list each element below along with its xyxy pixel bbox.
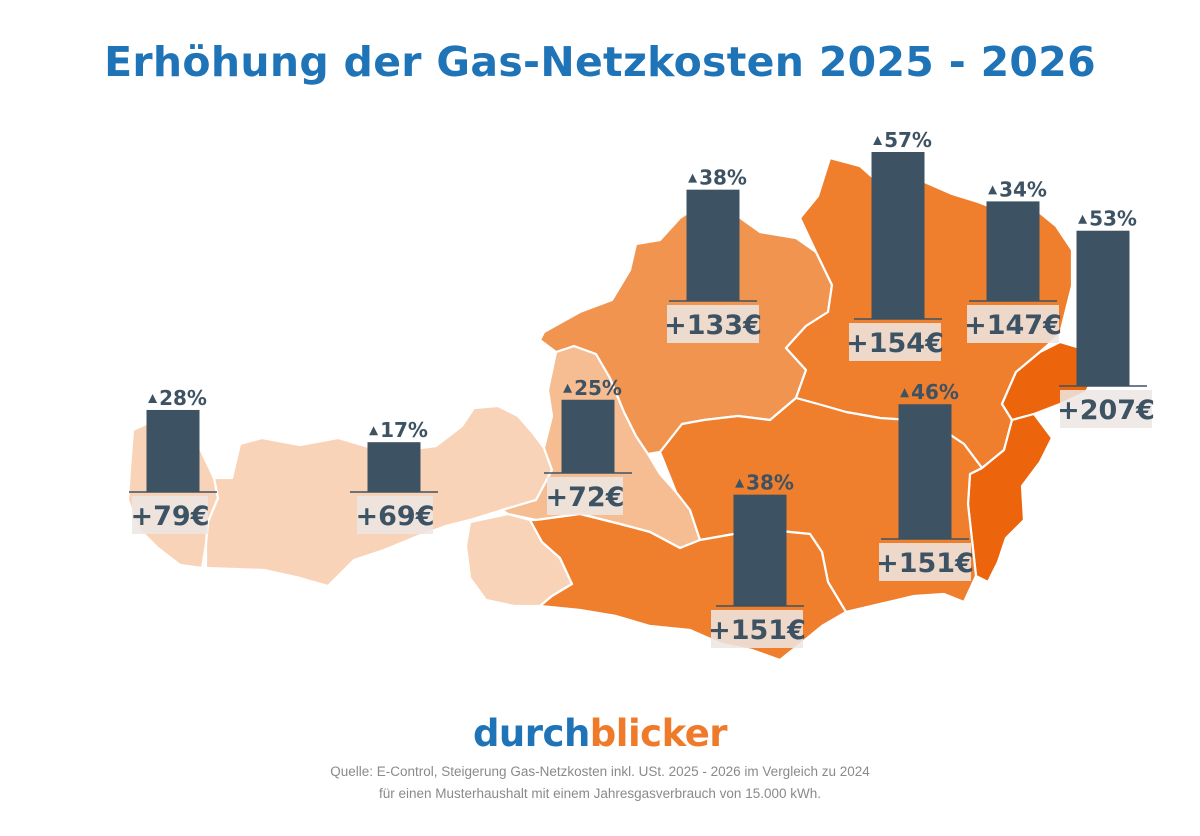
bar bbox=[871, 152, 925, 319]
region-marker: 46% +151€ bbox=[876, 380, 974, 581]
increase-triangle-icon bbox=[1078, 214, 1088, 224]
source-line-1: Quelle: E-Control, Steigerung Gas-Netzko… bbox=[330, 764, 870, 779]
region-marker: 57% +154€ bbox=[846, 128, 944, 361]
amount-label: +72€ bbox=[546, 482, 625, 513]
amount-label: +69€ bbox=[356, 501, 435, 532]
amount-label-box bbox=[849, 323, 941, 361]
amount-label: +147€ bbox=[964, 310, 1062, 341]
amount-label-box bbox=[711, 610, 803, 648]
amount-label-box bbox=[967, 305, 1059, 343]
source-line-2: für einen Musterhaushalt mit einem Jahre… bbox=[379, 786, 821, 801]
region-marker: 34% +147€ bbox=[964, 177, 1062, 343]
percent-label: 53% bbox=[1089, 207, 1137, 231]
amount-label: +207€ bbox=[1057, 395, 1155, 426]
percent-label: 38% bbox=[746, 471, 794, 495]
percent-label: 25% bbox=[574, 376, 622, 400]
bar bbox=[686, 189, 740, 301]
amount-label: +154€ bbox=[846, 328, 944, 359]
increase-triangle-icon bbox=[688, 173, 698, 183]
region-marker: 38% +151€ bbox=[708, 471, 806, 648]
region-marker: 28% +79€ bbox=[129, 386, 217, 534]
amount-label: +79€ bbox=[131, 501, 210, 532]
amount-label-box bbox=[132, 496, 208, 534]
bar bbox=[146, 409, 200, 492]
bar bbox=[986, 201, 1040, 301]
increase-triangle-icon bbox=[148, 393, 158, 403]
bar bbox=[733, 494, 787, 606]
percent-label: 17% bbox=[380, 418, 428, 442]
percent-label: 34% bbox=[999, 177, 1047, 201]
increase-triangle-icon bbox=[563, 383, 573, 393]
increase-triangle-icon bbox=[988, 185, 998, 195]
region-marker: 17% +69€ bbox=[350, 418, 438, 534]
amount-label-box bbox=[879, 543, 971, 581]
region-marker: 25% +72€ bbox=[544, 376, 632, 515]
bar bbox=[898, 404, 952, 539]
region-marker: 38% +133€ bbox=[664, 166, 762, 343]
percent-label: 57% bbox=[884, 128, 932, 152]
increase-triangle-icon bbox=[900, 388, 910, 398]
amount-label: +151€ bbox=[876, 548, 974, 579]
logo-part-blicker: blicker bbox=[589, 712, 728, 755]
percent-label: 46% bbox=[911, 380, 959, 404]
logo-part-durch: durch bbox=[472, 712, 590, 755]
amount-label-box bbox=[357, 496, 433, 534]
amount-label-box bbox=[1060, 390, 1152, 428]
amount-label-box bbox=[667, 305, 759, 343]
increase-triangle-icon bbox=[735, 478, 745, 488]
amount-label: +133€ bbox=[664, 310, 762, 341]
bar bbox=[561, 399, 615, 473]
increase-triangle-icon bbox=[369, 426, 379, 436]
page-title: Erhöhung der Gas-Netzkosten 2025 - 2026 bbox=[104, 38, 1096, 86]
percent-label: 28% bbox=[159, 386, 207, 410]
percent-label: 38% bbox=[699, 166, 747, 190]
amount-label-box bbox=[547, 477, 623, 515]
bar bbox=[367, 442, 421, 492]
amount-label: +151€ bbox=[708, 615, 806, 646]
bar bbox=[1076, 230, 1130, 386]
region-marker: 53% +207€ bbox=[1057, 207, 1155, 428]
logo: durchblicker bbox=[0, 712, 1200, 755]
increase-triangle-icon bbox=[873, 136, 883, 145]
